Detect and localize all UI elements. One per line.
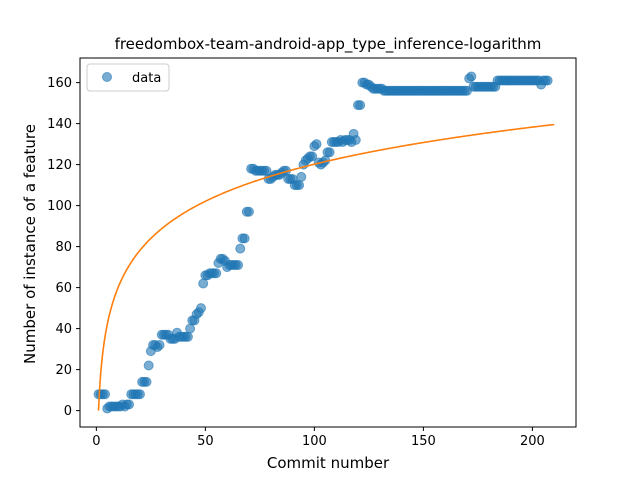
- data-point: [324, 147, 335, 158]
- chart-title: freedombox-team-android-app_type_inferen…: [115, 35, 542, 54]
- data-point: [350, 135, 361, 145]
- data-point: [239, 233, 250, 244]
- y-tick-label: 140: [47, 117, 72, 132]
- data-point: [143, 360, 154, 371]
- axes-frame: [79, 57, 577, 428]
- fit-line: [97, 123, 555, 411]
- data-point: [154, 340, 165, 350]
- data-point: [124, 399, 135, 410]
- data-point: [134, 389, 145, 400]
- data-point: [211, 268, 222, 279]
- y-tick-label: 80: [55, 240, 72, 255]
- x-tick-label: 0: [92, 434, 100, 449]
- y-axis-label: Number of instance of a feature: [21, 124, 39, 364]
- legend-box: [86, 63, 170, 92]
- plot-area: [93, 71, 555, 414]
- data-point: [196, 303, 206, 314]
- data-point: [355, 100, 366, 111]
- legend: data: [86, 63, 170, 92]
- y-tick-label: 120: [47, 158, 72, 173]
- data-point: [185, 323, 196, 334]
- axes: 0 50 100 150 200 0 20 40 60 80 100 120 140 160: [47, 57, 577, 449]
- data-point: [141, 376, 152, 387]
- legend-label-data: data: [132, 71, 161, 86]
- x-axis-label: Commit number: [267, 454, 390, 472]
- data-point: [311, 139, 322, 150]
- data-point: [182, 331, 193, 342]
- data-point: [233, 260, 244, 271]
- y-tick-label: 0: [64, 404, 72, 419]
- y-tick-label: 60: [55, 281, 72, 296]
- y-tick-label: 100: [47, 199, 72, 214]
- x-tick-label: 50: [197, 434, 214, 449]
- data-point: [100, 389, 111, 400]
- data-point: [294, 180, 305, 191]
- data-point: [235, 243, 246, 254]
- data-point: [466, 71, 477, 82]
- y-tick-label: 160: [47, 76, 72, 91]
- x-tick-label: 150: [411, 434, 436, 449]
- data-point: [296, 171, 307, 182]
- data-point: [307, 151, 318, 162]
- x-tick-label: 100: [302, 434, 327, 449]
- data-point: [198, 278, 209, 289]
- data-point: [243, 206, 254, 217]
- y-tick-label: 20: [55, 363, 72, 378]
- legend-marker-data: [102, 72, 112, 82]
- y-tick-label: 40: [55, 322, 72, 337]
- x-tick-label: 200: [520, 434, 545, 449]
- data-point: [542, 75, 553, 86]
